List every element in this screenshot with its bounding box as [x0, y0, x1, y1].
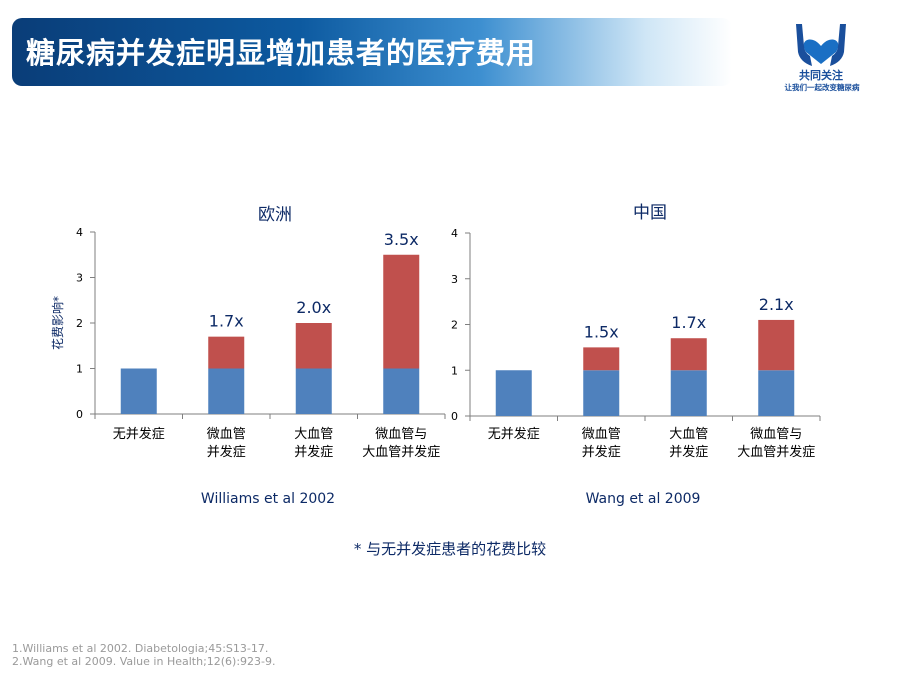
- references: 1.Williams et al 2002. Diabetologia;45:S…: [12, 642, 276, 668]
- y-tick-label: 1: [76, 363, 83, 376]
- bar-increment-segment: [295, 323, 332, 369]
- data-label: 2.1x: [759, 295, 794, 314]
- category-label: 并发症: [669, 444, 708, 460]
- y-tick-label: 3: [76, 272, 83, 285]
- y-axis-label: 花费影响*: [50, 296, 65, 350]
- category-label: 微血管与: [375, 427, 427, 442]
- category-label: 无并发症: [488, 426, 540, 442]
- bar-increment-segment: [208, 336, 245, 369]
- y-tick-label: 4: [76, 226, 83, 239]
- reference-2: 2.Wang et al 2009. Value in Health;12(6)…: [12, 655, 276, 668]
- bar-increment-segment: [583, 347, 620, 371]
- bar-increment-segment: [670, 338, 707, 371]
- bar-increment-segment: [383, 254, 420, 369]
- data-label: 2.0x: [296, 298, 331, 317]
- chart-source: Wang et al 2009: [586, 491, 701, 507]
- category-label: 大血管: [294, 427, 333, 442]
- y-tick-label: 2: [451, 319, 458, 332]
- bar-base-segment: [758, 370, 795, 416]
- category-label: 大血管并发症: [362, 444, 440, 460]
- reference-1: 1.Williams et al 2002. Diabetologia;45:S…: [12, 642, 269, 655]
- category-label: 并发症: [294, 444, 333, 460]
- data-label: 1.5x: [584, 322, 619, 341]
- category-label: 微血管: [582, 427, 621, 442]
- bar-base-segment: [120, 368, 157, 414]
- data-label: 1.7x: [671, 313, 706, 332]
- heart-hands-logo-icon: [796, 24, 846, 66]
- category-label: 微血管: [207, 427, 246, 442]
- y-tick-label: 4: [451, 227, 458, 240]
- category-label: 无并发症: [113, 426, 165, 442]
- category-label: 大血管: [669, 427, 708, 442]
- bar-increment-segment: [758, 319, 795, 371]
- bar-base-segment: [495, 370, 532, 416]
- logo-subslogan: 让我们一起改变糖尿病: [784, 83, 860, 92]
- data-label: 1.7x: [209, 312, 244, 331]
- bar-base-segment: [208, 368, 245, 414]
- y-tick-label: 3: [451, 273, 458, 286]
- category-label: 大血管并发症: [737, 444, 815, 460]
- y-tick-label: 2: [76, 317, 83, 330]
- bar-base-segment: [383, 368, 420, 414]
- slide-title: 糖尿病并发症明显增加患者的医疗费用: [26, 36, 537, 70]
- category-label: 微血管与: [750, 427, 802, 442]
- category-label: 并发症: [582, 444, 621, 460]
- chart-title: 中国: [633, 203, 667, 223]
- logo-slogan: 共同关注: [799, 69, 843, 82]
- y-tick-label: 1: [451, 364, 458, 377]
- y-tick-label: 0: [76, 408, 83, 421]
- comparison-footnote: * 与无并发症患者的花费比较: [353, 540, 547, 558]
- title-banner: [12, 18, 732, 86]
- chart-source: Williams et al 2002: [201, 491, 335, 507]
- data-label: 3.5x: [384, 230, 419, 249]
- bar-base-segment: [295, 368, 332, 414]
- chart-title: 欧洲: [258, 205, 292, 225]
- bar-base-segment: [670, 370, 707, 416]
- y-tick-label: 0: [451, 410, 458, 423]
- category-label: 并发症: [207, 444, 246, 460]
- bar-base-segment: [583, 370, 620, 416]
